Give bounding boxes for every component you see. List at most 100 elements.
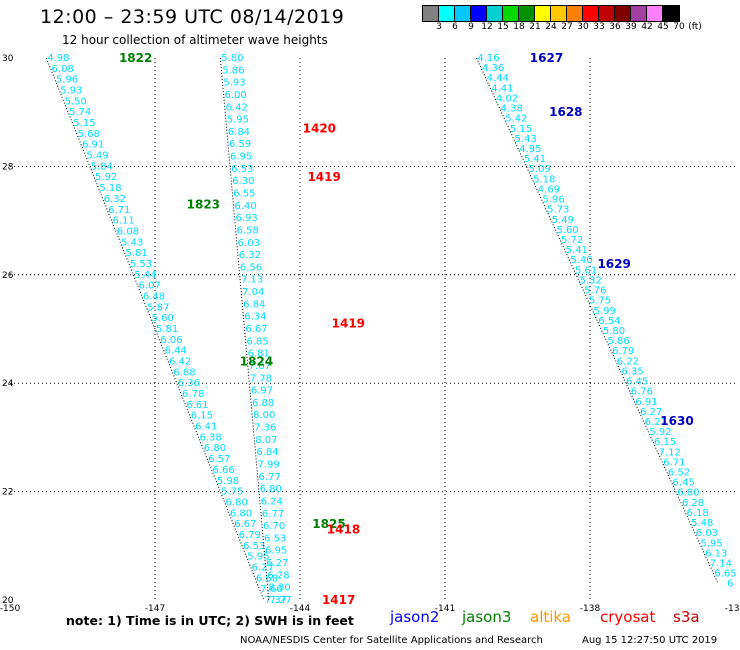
legend-swatch [647,6,663,21]
wave-height-value: 6.93 [235,213,257,224]
wave-height-value: 6.07 [139,281,161,292]
wave-height-value: 7.66 [260,584,282,595]
pass-time-label: 1628 [549,105,582,119]
satellite-label-cryosat: cryosat [600,608,656,626]
wave-height-value: 6.57 [208,454,230,465]
wave-height-value: 6.84 [256,447,278,458]
wave-height-value: 6.38 [199,432,221,443]
wave-height-value: 6.53 [243,541,265,552]
wave-height-value: 6.77 [259,472,281,483]
lon-tick-label: -144 [290,604,311,614]
wave-height-value: 6.80 [204,443,226,454]
pass-time-label: 1417 [322,593,355,607]
wave-height-value: 7.99 [257,460,279,471]
wave-height-value: 6.03 [696,528,718,539]
wave-height-value: 6.18 [687,508,709,519]
wave-height-value: 5.95 [227,115,249,126]
satellite-label-jason2: jason2 [390,608,440,626]
lon-tick-label: -138 [580,604,601,614]
wave-height-value: 6.88 [252,398,274,409]
pass-time-label: 1823 [187,197,220,211]
satellite-label-jason3: jason3 [462,608,512,626]
wave-height-value: 6.27 [640,407,662,418]
wave-height-value: 6.08 [117,226,139,237]
legend-label: 27 [561,22,573,32]
wave-height-value: 5.80 [603,326,625,337]
wave-height-value: 6.36 [178,378,200,389]
wave-height-value: 4.16 [477,53,499,64]
wave-height-value: 6.32 [239,250,261,261]
wave-height-value: 5.84 [91,161,113,172]
legend-swatch [487,6,503,21]
wave-height-value: 5.49 [552,215,574,226]
wave-height-value: 8.07 [255,435,277,446]
wave-height-value: 6.66 [213,465,235,476]
wave-height-value: 6.84 [228,127,250,138]
wave-height-value: 4.69 [538,184,560,195]
wave-height-value: 6.85 [246,336,268,347]
legend-label: 24 [545,22,557,32]
pass-time-label: 1419 [332,317,365,331]
legend-swatch [551,6,567,21]
wave-height-value: 6.58 [237,225,259,236]
wave-height-value: 4.02 [496,93,518,104]
wave-height-value: 5.81 [156,324,178,335]
legend-label: 12 [481,22,493,32]
wave-height-value: 6.70 [263,521,285,532]
wave-height-value: 5.68 [78,129,100,140]
wave-height-value: 5.15 [73,118,95,129]
wave-height-value: 6.45 [626,377,648,388]
wave-height-value: 5.73 [547,205,569,216]
legend-label: 30 [577,22,589,32]
wave-height-value: 7.36 [254,423,276,434]
pass-time-label: 1418 [327,523,360,537]
wave-height-value: 6.08 [52,64,74,75]
wave-height-value: 6.84 [243,299,265,310]
wave-height-value: 6.53 [264,533,286,544]
wave-height-value: 8.30 [268,583,290,594]
wave-height-value: 5.48 [691,518,713,529]
wave-height-value: 5.18 [99,183,121,194]
wave-height-value: 6.95 [265,546,287,557]
wave-height-value: 5.44 [134,270,156,281]
timestamp-text: Aug 15 12:27:50 UTC 2019 [582,635,718,646]
wave-height-value: 5.53 [130,259,152,270]
lat-tick-label: 22 [2,488,13,498]
wave-height-value: 7.37 [265,595,287,606]
wave-height-value: 5.60 [152,313,174,324]
wave-height-value: 5.93 [223,78,245,89]
legend-label: 42 [641,22,653,32]
wave-height-value: 5.98 [217,476,239,487]
wave-height-value: 6.88 [173,367,195,378]
wave-height-value: 5.96 [542,195,564,206]
wave-height-value: 7.04 [242,287,264,298]
wave-height-value: 5.75 [221,487,243,498]
pass-time-label: 1627 [530,51,563,65]
legend-swatch [423,6,439,21]
wave-height-value: 6.06 [160,335,182,346]
wave-height-value: 6.03 [238,238,260,249]
wave-height-value: 6.91 [635,397,657,408]
wave-height-value: 6.55 [233,189,255,200]
legend-swatch [663,6,679,21]
pass-time-label: 1420 [303,121,336,135]
wave-height-value: 6.80 [260,484,282,495]
wave-height-value: 6.80 [230,508,252,519]
lat-tick-label: 30 [2,54,14,64]
wave-height-value: 4.36 [482,63,504,74]
wave-height-value: 6.80 [226,497,248,508]
wave-height-value: 6.13 [705,548,727,559]
satellite-label-altika: altika [530,608,572,626]
lon-tick-label: -150 [0,604,20,614]
wave-height-value: 6.71 [663,457,685,468]
legend-swatch [583,6,599,21]
wave-height-value: 6.61 [186,400,208,411]
wave-height-value: 6.15 [654,437,676,448]
wave-height-value: 6.34 [244,312,266,323]
wave-height-value: 7.12 [659,447,681,458]
wave-height-value: 6.40 [234,201,256,212]
wave-height-value: 6.41 [195,422,217,433]
wave-height-value: 6.35 [621,366,643,377]
legend-swatch [471,6,487,21]
legend-swatch [535,6,551,21]
